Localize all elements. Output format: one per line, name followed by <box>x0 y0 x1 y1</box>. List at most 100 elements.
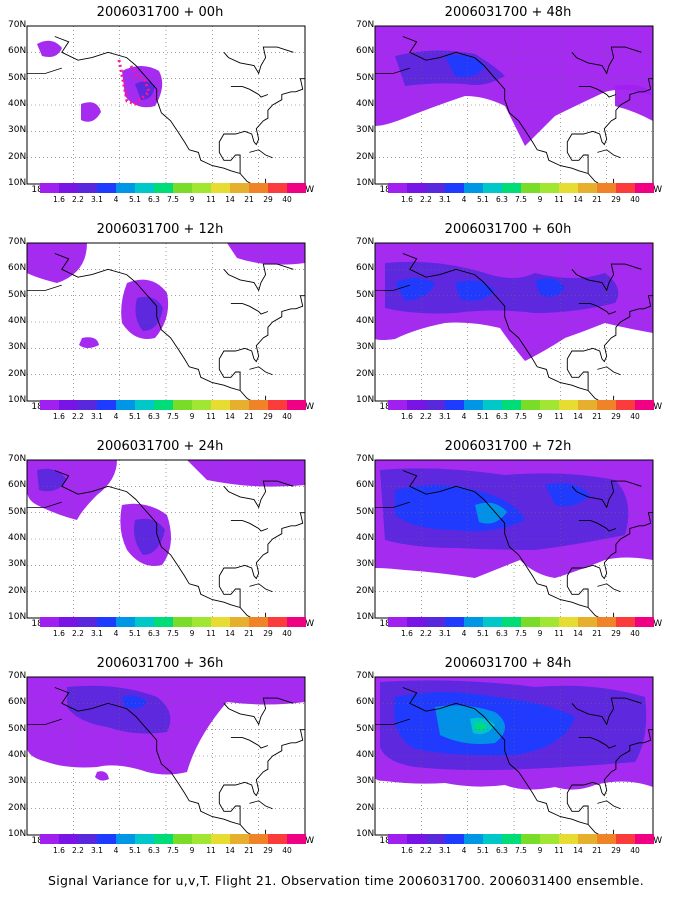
lat-tick-label: 30N <box>356 776 375 787</box>
colorbar <box>388 834 654 844</box>
colorbar-label: 40 <box>630 846 640 855</box>
colorbar-swatch <box>230 617 250 627</box>
coastline <box>402 470 600 619</box>
coastline <box>566 78 653 174</box>
variance-contour <box>545 482 590 507</box>
coastline <box>223 263 294 292</box>
colorbar-label: 11 <box>554 846 564 855</box>
lat-tick-label: 40N <box>356 99 375 109</box>
colorbar-swatch <box>483 834 503 844</box>
map-svg <box>26 676 306 836</box>
colorbar-swatch <box>388 183 408 193</box>
colorbar-swatch <box>173 834 193 844</box>
map-panel: 2006031700 + 00h70N60N50N40N30N20N10N180… <box>8 5 314 217</box>
colorbar-label: 11 <box>206 195 216 204</box>
colorbar-label: 3.1 <box>439 629 451 638</box>
colorbar-label: 6.3 <box>496 629 508 638</box>
coastline <box>402 687 600 836</box>
coastline <box>54 687 252 836</box>
lat-tick-label: 60N <box>8 263 27 274</box>
map-panel: 2006031700 + 60h70N60N50N40N30N20N10N180… <box>356 222 662 434</box>
lat-tick-label: 40N <box>356 750 375 760</box>
colorbar-swatch <box>521 183 541 193</box>
colorbar-label: 40 <box>630 412 640 421</box>
colorbar-label: 40 <box>282 195 292 204</box>
colorbar-swatch <box>154 834 174 844</box>
colorbar-label: 1.6 <box>53 629 65 638</box>
lat-tick-label: 50N <box>8 506 27 517</box>
colorbar-label: 7.5 <box>515 629 527 638</box>
coastline <box>571 697 642 726</box>
colorbar-label: 9 <box>537 629 543 638</box>
colorbar-label: 6.3 <box>148 412 160 421</box>
variance-contour <box>27 243 87 283</box>
colorbar-label: 21 <box>592 846 602 855</box>
colorbar-label: 21 <box>244 846 254 855</box>
colorbar-swatch <box>116 183 136 193</box>
lat-tick-label: 10N <box>356 829 375 839</box>
coastline <box>230 520 269 532</box>
colorbar-swatch <box>635 834 654 844</box>
colorbar-label: 2.2 <box>420 412 432 421</box>
colorbar <box>40 834 306 844</box>
colorbar-label: 14 <box>573 629 583 638</box>
lat-tick-label: 30N <box>356 342 375 353</box>
lat-tick-label: 20N <box>8 368 27 379</box>
colorbar-swatch <box>287 834 306 844</box>
colorbar-swatch <box>173 400 193 410</box>
colorbar-swatch <box>635 183 654 193</box>
colorbar-label: 7.5 <box>167 412 179 421</box>
map-svg <box>374 25 654 185</box>
colorbar-swatch <box>597 183 617 193</box>
variance-contour <box>95 771 109 781</box>
colorbar-label: 7.5 <box>515 195 527 204</box>
colorbar-label: 21 <box>592 412 602 421</box>
colorbar <box>40 183 306 193</box>
colorbar-swatch <box>445 617 465 627</box>
colorbar-label: 5.1 <box>477 846 489 855</box>
colorbar-swatch <box>540 400 560 410</box>
colorbar-swatch <box>388 400 408 410</box>
coastline <box>571 46 642 75</box>
panel-title: 2006031700 + 24h <box>96 439 224 454</box>
colorbar-label: 11 <box>206 412 216 421</box>
lat-tick-label: 60N <box>8 480 27 491</box>
lat-tick-label: 60N <box>8 46 27 57</box>
panel-title: 2006031700 + 84h <box>444 656 572 671</box>
colorbar-swatch <box>597 617 617 627</box>
coastline <box>230 737 269 749</box>
colorbar-label: 14 <box>225 846 235 855</box>
coastline <box>566 295 653 391</box>
lat-tick-label: 60N <box>356 46 375 57</box>
lat-tick-label: 20N <box>356 585 375 596</box>
coastline <box>54 470 252 619</box>
colorbar-label: 5.1 <box>477 412 489 421</box>
colorbar-label: 7.5 <box>515 846 527 855</box>
map-panel: 2006031700 + 24h70N60N50N40N30N20N10N180… <box>8 439 314 651</box>
coastline <box>218 729 305 825</box>
colorbar-label: 29 <box>263 195 273 204</box>
colorbar-label: 3.1 <box>91 412 103 421</box>
colorbar-swatch <box>559 617 579 627</box>
colorbar-swatch <box>40 834 60 844</box>
lat-tick-label: 70N <box>356 454 375 464</box>
lat-tick-label: 40N <box>8 316 27 326</box>
colorbar-swatch <box>521 617 541 627</box>
colorbar-swatch <box>426 834 446 844</box>
colorbar-swatch <box>97 400 117 410</box>
colorbar-label: 14 <box>573 412 583 421</box>
colorbar-label: 3.1 <box>91 195 103 204</box>
colorbar <box>388 400 654 410</box>
colorbar-swatch <box>116 400 136 410</box>
colorbar-swatch <box>616 183 636 193</box>
colorbar-swatch <box>407 400 427 410</box>
map-panel: 2006031700 + 36h70N60N50N40N30N20N10N180… <box>8 656 314 868</box>
lat-tick-label: 50N <box>356 289 375 300</box>
lat-tick-label: 50N <box>356 72 375 83</box>
colorbar-label: 6.3 <box>496 846 508 855</box>
lat-tick-label: 60N <box>356 480 375 491</box>
colorbar-swatch <box>426 400 446 410</box>
coastline <box>223 46 294 75</box>
colorbar-label: 5.1 <box>129 195 141 204</box>
lat-tick-label: 60N <box>356 263 375 274</box>
